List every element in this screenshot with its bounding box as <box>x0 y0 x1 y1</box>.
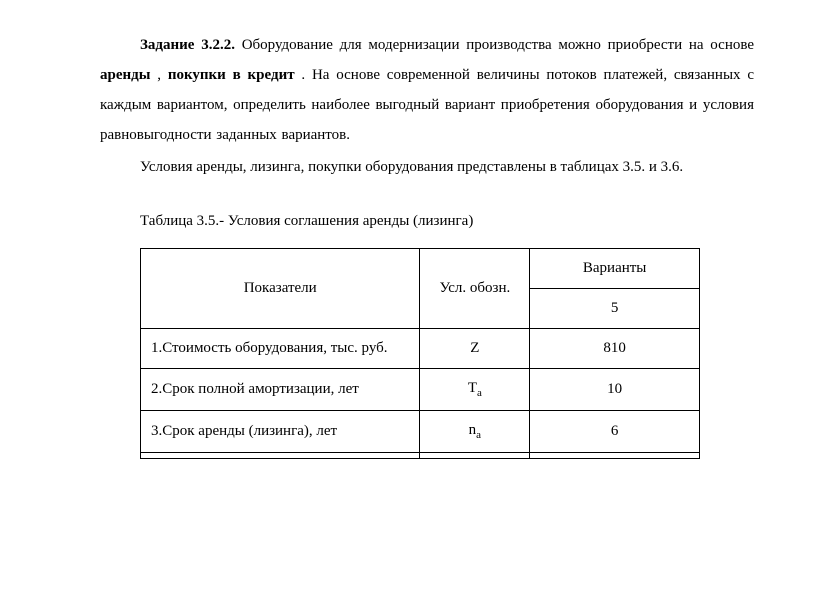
cell-value: 10 <box>530 369 700 411</box>
header-variant-num: 5 <box>530 289 700 329</box>
cell-value: 6 <box>530 410 700 452</box>
cell-symbol: nа <box>420 410 530 452</box>
cell-symbol <box>420 452 530 458</box>
cell-value <box>530 452 700 458</box>
table-row: 2.Срок полной амортизации, лет Tа 10 <box>141 369 700 411</box>
cell-value: 810 <box>530 329 700 369</box>
cell-symbol: Z <box>420 329 530 369</box>
table-row: 3.Срок аренды (лизинга), лет nа 6 <box>141 410 700 452</box>
bold-pokupki: покупки в кредит <box>168 67 295 83</box>
symbol-sub: а <box>476 429 481 441</box>
cell-indicator: 3.Срок аренды (лизинга), лет <box>141 410 420 452</box>
table-row <box>141 452 700 458</box>
symbol-sub: а <box>477 387 482 399</box>
table-header-row-1: Показатели Усл. обозн. Варианты <box>141 249 700 289</box>
conditions-paragraph: Условия аренды, лизинга, покупки оборудо… <box>120 152 754 182</box>
cell-indicator: 2.Срок полной амортизации, лет <box>141 369 420 411</box>
table-row: 1.Стоимость оборудования, тыс. руб. Z 81… <box>141 329 700 369</box>
header-variants: Варианты <box>530 249 700 289</box>
task-label: Задание 3.2.2. <box>140 37 235 53</box>
header-symbol: Усл. обозн. <box>420 249 530 329</box>
para1-part1: Оборудование для модернизации производст… <box>242 37 754 53</box>
conditions-table: Показатели Усл. обозн. Варианты 5 1.Стои… <box>140 248 700 459</box>
task-paragraph: Задание 3.2.2. Оборудование для модерниз… <box>100 30 754 150</box>
cell-indicator: 1.Стоимость оборудования, тыс. руб. <box>141 329 420 369</box>
symbol-main: T <box>468 380 477 396</box>
comma: , <box>157 67 168 83</box>
table-caption: Таблица 3.5.- Условия соглашения аренды … <box>100 206 754 236</box>
bold-arenda: аренды <box>100 67 150 83</box>
header-indicator: Показатели <box>141 249 420 329</box>
cell-indicator <box>141 452 420 458</box>
cell-symbol: Tа <box>420 369 530 411</box>
